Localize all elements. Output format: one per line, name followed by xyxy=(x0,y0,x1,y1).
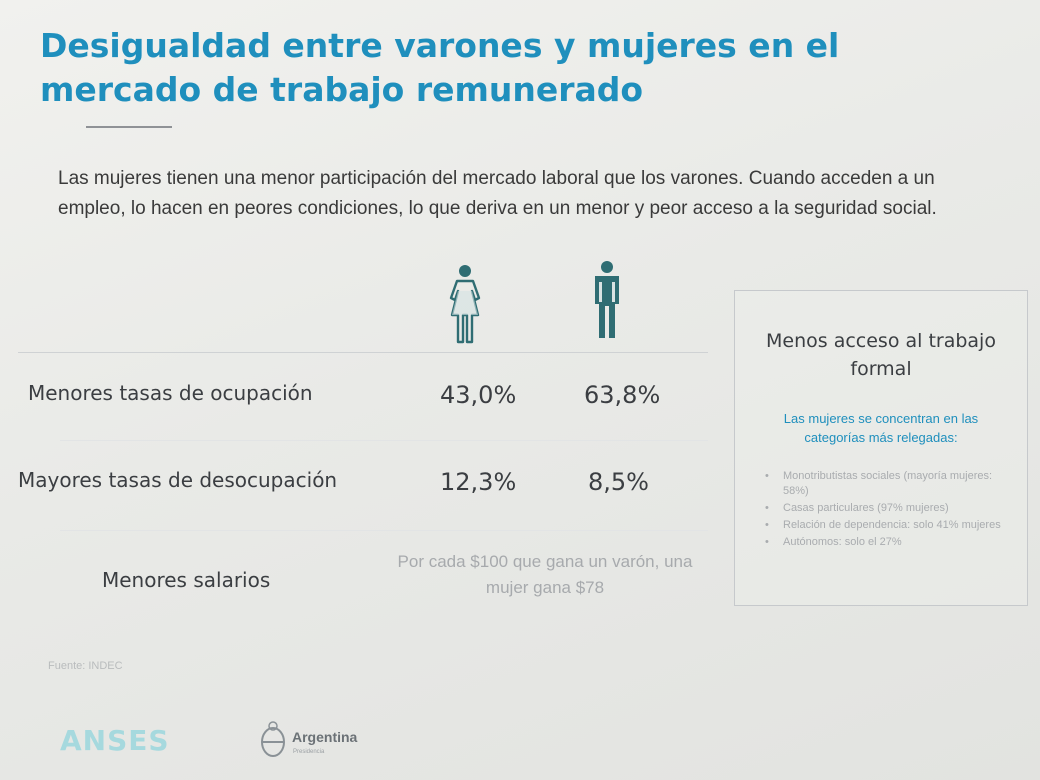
row-label-salarios: Menores salarios xyxy=(102,568,271,592)
list-item: Casas particulares (97% mujeres) xyxy=(761,501,1009,516)
panel-subtitle: Las mujeres se concentran en las categor… xyxy=(783,411,979,445)
women-ocupacion-value: 43,0% xyxy=(440,381,517,409)
salary-gap-note: Por cada $100 que gana un varón, una muj… xyxy=(397,552,693,597)
argentina-logo-text: Argentina xyxy=(292,729,358,745)
man-icon xyxy=(595,261,619,338)
men-ocupacion-value: 63,8% xyxy=(584,381,661,409)
list-item: Monotributistas sociales (mayoría mujere… xyxy=(761,469,1009,499)
woman-icon xyxy=(449,265,481,344)
row-label-ocupacion: Menores tasas de ocupación xyxy=(28,381,313,405)
page-title: Desigualdad entre varones y mujeres en e… xyxy=(40,26,840,109)
table-divider xyxy=(60,530,708,531)
row-label-desocupacion: Mayores tasas de desocupación xyxy=(18,468,338,492)
argentina-logo-subtext: Presidencia xyxy=(293,749,325,755)
women-desocupacion-value: 12,3% xyxy=(440,468,517,496)
coat-of-arms-icon xyxy=(261,721,285,757)
source-note: Fuente: INDEC xyxy=(48,660,123,672)
formal-work-panel: Menos acceso al trabajo formal Las mujer… xyxy=(734,290,1028,606)
table-divider xyxy=(60,440,708,441)
list-item: Autónomos: solo el 27% xyxy=(761,535,1009,550)
intro-paragraph: Las mujeres tienen una menor participaci… xyxy=(58,168,937,219)
list-item: Relación de dependencia: solo 41% mujere… xyxy=(761,518,1009,533)
panel-title: Menos acceso al trabajo formal xyxy=(766,330,996,380)
title-underline xyxy=(86,126,172,128)
men-desocupacion-value: 8,5% xyxy=(588,468,649,496)
anses-logo: ANSES xyxy=(60,724,170,757)
category-list: Monotributistas sociales (mayoría mujere… xyxy=(761,469,1009,552)
table-divider xyxy=(18,352,708,353)
